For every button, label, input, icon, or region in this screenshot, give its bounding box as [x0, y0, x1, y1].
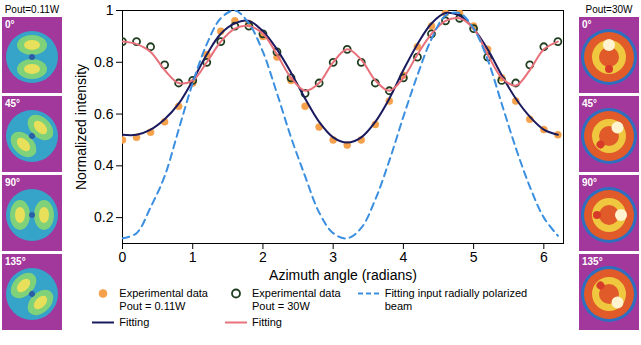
html-text:Experimental data Pout = 0.11W: Experimental data Pout = 0.11W [119, 287, 208, 312]
svg-text:0.2: 0.2 [94, 209, 114, 225]
html-text:Pout=30W: Pout=30W [585, 4, 633, 15]
svg-text:0°: 0° [5, 19, 15, 30]
html-text:Fitting: Fitting [252, 316, 282, 328]
html-text:Fitting: Fitting [119, 316, 150, 328]
svg-text:Azimuth angle (radians): Azimuth angle (radians) [269, 267, 417, 283]
svg-text:6: 6 [540, 249, 548, 265]
svg-text:0°: 0° [582, 19, 592, 30]
svg-text:2: 2 [259, 249, 267, 265]
svg-text:0: 0 [119, 249, 127, 265]
svg-text:135°: 135° [5, 256, 26, 267]
svg-text:1: 1 [189, 249, 197, 265]
svg-text:5: 5 [470, 249, 478, 265]
svg-text:45°: 45° [582, 98, 597, 109]
svg-text:0.4: 0.4 [94, 157, 114, 173]
svg-text:90°: 90° [5, 177, 20, 188]
svg-text:0.6: 0.6 [94, 106, 114, 122]
svg-text:45°: 45° [5, 98, 20, 109]
html-text:Experimental data Pout = 30W: Experimental data Pout = 30W [252, 287, 341, 312]
html-text:Fitting input radially polariz: Fitting input radially polarized beam [384, 287, 528, 312]
svg-text:Normalized intensity: Normalized intensity [73, 64, 89, 190]
svg-text:0.8: 0.8 [94, 54, 114, 70]
svg-text:90°: 90° [582, 177, 597, 188]
svg-text:4: 4 [399, 249, 407, 265]
html-text:Pout=0.11W: Pout=0.11W [4, 4, 60, 15]
svg-text:3: 3 [329, 249, 337, 265]
svg-text:135°: 135° [582, 256, 603, 267]
svg-text:1: 1 [106, 2, 114, 18]
